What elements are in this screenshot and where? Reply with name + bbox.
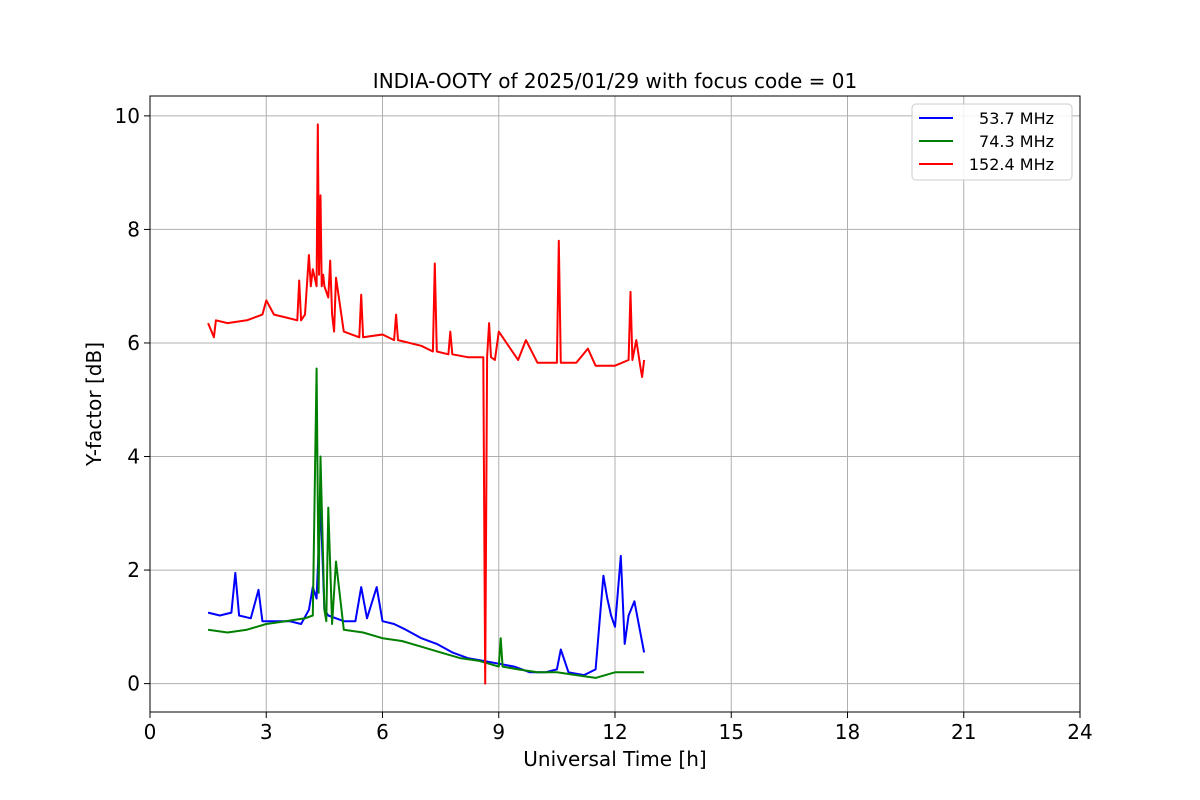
- x-tick-label: 3: [260, 720, 273, 744]
- x-tick-label: 21: [951, 720, 976, 744]
- x-tick-label: 0: [144, 720, 157, 744]
- y-axis-label: Y-factor [dB]: [82, 342, 106, 467]
- x-tick-label: 18: [835, 720, 860, 744]
- y-tick-label: 10: [115, 104, 140, 128]
- series-line-1: [207, 367, 645, 679]
- series-line-0: [207, 500, 646, 677]
- chart-title: INDIA-OOTY of 2025/01/29 with focus code…: [373, 69, 857, 93]
- x-tick-label: 6: [376, 720, 389, 744]
- x-tick-label: 15: [719, 720, 744, 744]
- x-tick-label: 24: [1067, 720, 1092, 744]
- x-axis-ticks: 0 3 6 9 12 15 18 21 24: [144, 712, 1093, 744]
- y-tick-label: 2: [127, 558, 140, 582]
- y-tick-label: 8: [127, 217, 140, 241]
- x-tick-label: 12: [602, 720, 627, 744]
- series-group: [207, 123, 646, 685]
- y-tick-label: 4: [127, 445, 140, 469]
- x-tick-label: 9: [492, 720, 505, 744]
- legend-label-0: 53.7 MHz: [979, 109, 1054, 128]
- x-axis-label: Universal Time [h]: [523, 747, 706, 771]
- legend-label-2: 152.4 MHz: [969, 155, 1054, 174]
- legend-box: [911, 103, 1073, 181]
- legend: 53.7 MHz 74.3 MHz 152.4 MHz: [911, 103, 1073, 181]
- y-tick-label: 0: [127, 672, 140, 696]
- grid: [149, 96, 1081, 712]
- y-tick-label: 6: [127, 331, 140, 355]
- y-axis-ticks: 0 2 4 6 8 10: [115, 104, 150, 696]
- series-line-2: [207, 123, 646, 685]
- legend-label-1: 74.3 MHz: [979, 132, 1054, 151]
